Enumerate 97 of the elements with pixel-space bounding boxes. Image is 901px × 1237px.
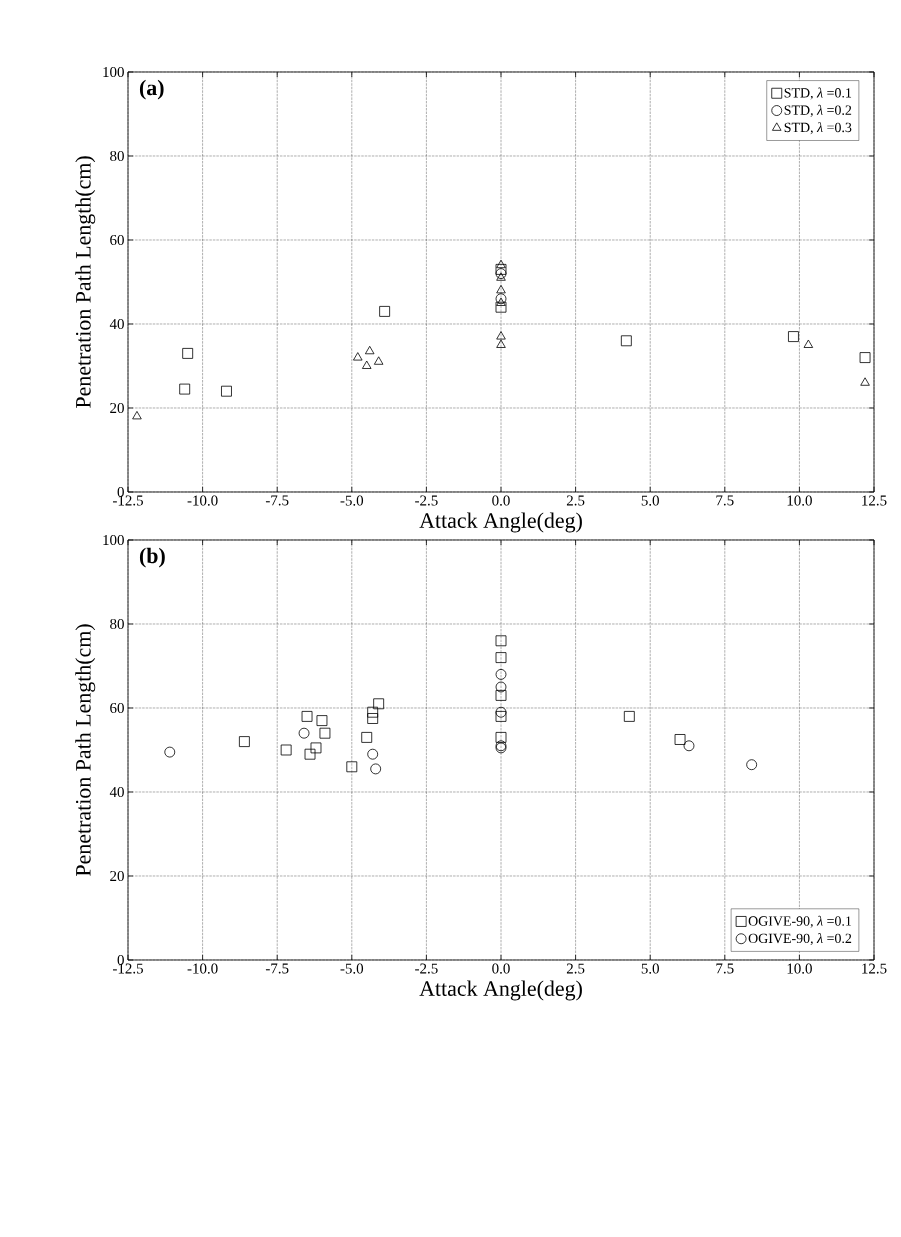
y-tick-label: 100	[103, 534, 124, 546]
point	[164, 746, 176, 758]
y-tick-label: 80	[110, 618, 124, 630]
x-tick-label: -10.0	[187, 963, 218, 974]
y-tick-label: 60	[110, 234, 124, 246]
y-tick-label: 40	[109, 318, 124, 330]
point	[370, 763, 382, 775]
x-tick-label: -2.5	[415, 495, 438, 506]
x-tick-label: -2.5	[415, 963, 438, 974]
point	[803, 339, 814, 348]
point	[495, 268, 507, 279]
point	[496, 259, 506, 269]
point	[298, 727, 310, 739]
point	[495, 301, 507, 313]
legend-label: OGIVE-90, λ =0.1	[748, 915, 852, 928]
point	[367, 748, 379, 760]
point	[132, 410, 142, 420]
y-axis-title: Penetration Path Length(cm)	[75, 156, 96, 408]
y-axis-title: Penetration Path Length(cm)	[75, 624, 96, 876]
legend-label: STD, λ =0.1	[784, 87, 852, 100]
x-tick-label: 10.0	[787, 963, 812, 974]
y-tick-label: 40	[109, 786, 124, 798]
point	[860, 377, 870, 386]
point	[310, 742, 322, 754]
point	[301, 710, 313, 722]
point	[353, 352, 363, 361]
x-tick-label: -12.5	[112, 963, 143, 974]
point	[683, 740, 695, 752]
point	[496, 331, 506, 340]
annotation: (a)	[139, 79, 164, 100]
x-tick-label: 12.5	[862, 495, 887, 506]
point	[373, 356, 384, 365]
legend-label: STD, λ =0.2	[784, 104, 852, 117]
x-tick-label: 7.5	[716, 963, 734, 974]
legend-label: STD, λ =0.3	[784, 122, 852, 135]
point	[238, 736, 250, 747]
point	[367, 706, 379, 718]
point	[495, 293, 507, 305]
x-tick-label: 5.0	[641, 963, 659, 974]
x-tick-label: -5.0	[340, 963, 364, 974]
x-tick-label: 2.5	[566, 963, 585, 974]
point	[373, 698, 385, 710]
y-tick-label: 0	[117, 486, 124, 498]
x-tick-label: -5.0	[340, 495, 364, 506]
point	[280, 744, 292, 756]
y-tick-label: 20	[110, 870, 124, 882]
point	[495, 681, 507, 693]
point	[495, 652, 507, 663]
point	[319, 727, 331, 739]
point	[304, 748, 316, 760]
annotation: (b)	[139, 547, 165, 568]
point	[221, 385, 232, 397]
point	[361, 360, 372, 369]
point	[495, 710, 507, 722]
point	[496, 284, 506, 294]
x-tick-label: 0.0	[492, 963, 510, 974]
point	[496, 297, 506, 306]
x-tick-label: -12.5	[112, 495, 143, 506]
y-tick-label: 0	[117, 954, 124, 966]
point	[495, 635, 507, 647]
point	[788, 331, 799, 342]
x-tick-label: 2.5	[566, 495, 585, 506]
point	[179, 383, 191, 395]
x-tick-label: 5.0	[641, 495, 659, 506]
point	[746, 759, 758, 771]
point	[316, 715, 328, 726]
point	[495, 706, 507, 718]
point	[364, 345, 375, 355]
x-tick-label: 12.5	[862, 963, 887, 974]
point	[495, 263, 507, 275]
legend-label: OGIVE-90, λ =0.2	[748, 933, 852, 946]
point	[182, 347, 194, 359]
y-tick-label: 100	[103, 66, 124, 78]
x-tick-label: 0.0	[492, 495, 510, 506]
point	[379, 305, 391, 317]
point	[361, 731, 373, 743]
point	[495, 731, 507, 743]
point	[620, 335, 632, 347]
point	[495, 689, 507, 701]
point	[674, 734, 686, 745]
x-tick-label: -7.5	[265, 495, 289, 506]
y-tick-label: 60	[110, 702, 124, 714]
point	[346, 761, 358, 773]
x-axis-title: Attack Angle(deg)	[419, 980, 582, 1001]
x-tick-label: -7.5	[265, 963, 289, 974]
point	[367, 713, 379, 724]
point	[495, 668, 507, 680]
point	[859, 352, 871, 363]
point	[623, 710, 635, 722]
point	[496, 339, 506, 348]
y-tick-label: 20	[110, 402, 124, 414]
x-axis-title: Attack Angle(deg)	[419, 512, 582, 533]
point	[496, 272, 506, 281]
x-tick-label: 10.0	[787, 495, 812, 506]
x-tick-label: 7.5	[716, 495, 734, 506]
x-tick-label: -10.0	[187, 495, 218, 506]
y-tick-label: 80	[110, 150, 124, 162]
